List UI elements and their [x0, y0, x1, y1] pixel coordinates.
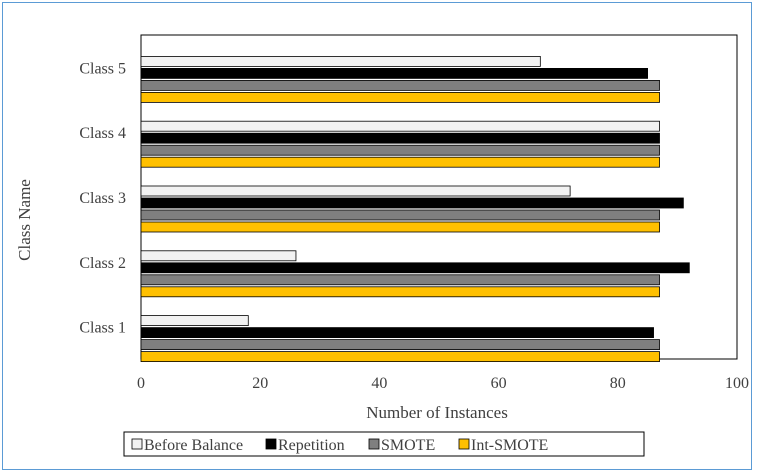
y-tick-label: Class 3 — [79, 190, 126, 207]
y-tick-label: Class 1 — [79, 320, 126, 337]
y-axis-title: Class Name — [15, 179, 34, 261]
y-tick-label: Class 2 — [79, 255, 126, 272]
legend-label: Before Balance — [144, 437, 243, 454]
bar-smote-class-4 — [140, 144, 660, 156]
bar-int-smote-class-4 — [140, 156, 660, 168]
bar-before-balance-class-5 — [140, 56, 541, 67]
x-tick-label: 80 — [610, 375, 626, 392]
bar-before-balance-class-4 — [140, 120, 660, 132]
bar-int-smote-class-5 — [140, 92, 660, 103]
legend-box — [123, 431, 645, 457]
legend-label: SMOTE — [381, 437, 435, 454]
bar-int-smote-class-2 — [140, 286, 660, 298]
y-tick-label: Class 4 — [79, 125, 126, 142]
legend-label: Int-SMOTE — [471, 437, 548, 454]
bar-repetition-class-1 — [140, 327, 654, 339]
legend-swatch — [265, 438, 277, 450]
bar-before-balance-class-2 — [140, 250, 297, 262]
bar-int-smote-class-3 — [140, 221, 660, 233]
bars — [140, 56, 690, 363]
bar-repetition-class-4 — [140, 132, 660, 144]
legend: Before Balance Repetition SMOTE Int-SMOTE — [123, 431, 645, 457]
bar-before-balance-class-3 — [140, 185, 571, 197]
bar-repetition-class-2 — [140, 262, 690, 274]
ticks: 0 20 40 60 80 100 Class 1 Class 2 Class 3 Class 4… — [79, 60, 749, 392]
legend-swatch — [458, 438, 470, 450]
bar-repetition-class-3 — [140, 197, 684, 209]
bar-smote-class-5 — [140, 80, 660, 91]
x-tick-label: 0 — [137, 375, 145, 392]
bar-smote-class-1 — [140, 339, 660, 351]
y-tick-label: Class 5 — [79, 60, 126, 77]
legend-label: Repetition — [278, 437, 345, 454]
x-tick-label: 20 — [252, 375, 268, 392]
legend-swatch — [368, 438, 380, 450]
x-tick-label: 60 — [491, 375, 507, 392]
bar-smote-class-3 — [140, 209, 660, 221]
legend-swatch — [131, 438, 143, 450]
bar-before-balance-class-1 — [140, 315, 249, 327]
bar-smote-class-2 — [140, 274, 660, 286]
bar-repetition-class-5 — [140, 68, 649, 79]
bar-int-smote-class-1 — [140, 351, 660, 363]
x-tick-label: 100 — [725, 375, 749, 392]
x-tick-label: 40 — [371, 375, 387, 392]
x-axis-title: Number of Instances — [366, 403, 508, 422]
